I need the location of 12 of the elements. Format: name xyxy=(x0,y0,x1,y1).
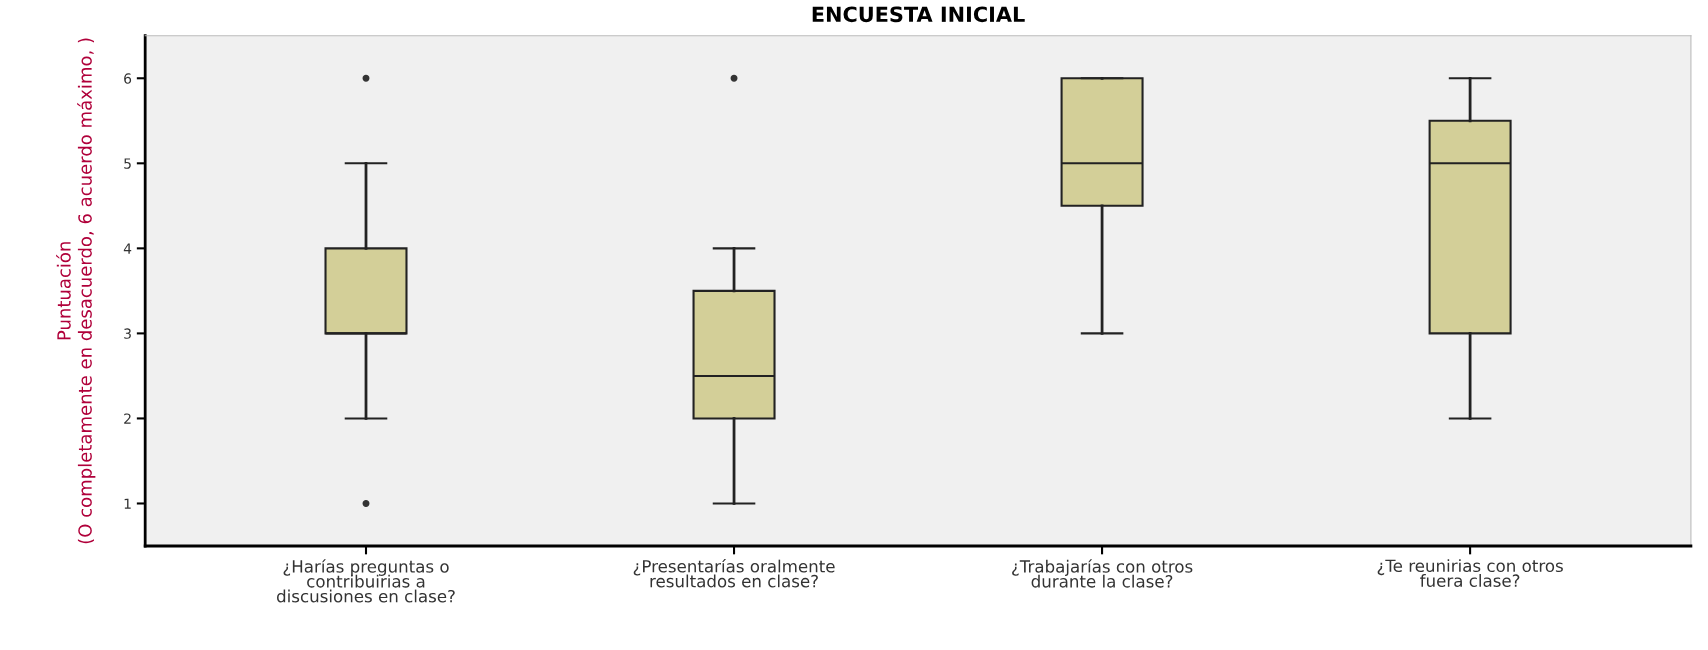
x-tick-label: ¿Te reunirias con otros fuera clase? xyxy=(1377,559,1563,587)
y-tick-label: 2 xyxy=(124,413,131,424)
y-tick-label: 4 xyxy=(123,243,132,254)
x-tick-label: ¿Harías preguntas o contribuirias a discusiones en clase? xyxy=(277,559,455,603)
chart-title: ENCUESTA INICIAL xyxy=(812,6,1025,23)
y-tick-label: 1 xyxy=(124,498,131,509)
y-axis-title: Puntuación (O completamente en desacuerdo, 6 acuerdo máximo, ) xyxy=(56,38,96,544)
y-tick-label: 5 xyxy=(124,158,131,169)
y-tick-label: 3 xyxy=(124,328,131,339)
y-tick-label: 6 xyxy=(124,73,132,84)
x-tick-label: ¿Trabajarías con otros durante la clase? xyxy=(1012,559,1193,588)
x-tick-label: ¿Presentarías oralmente resultados en clase? xyxy=(633,559,835,588)
